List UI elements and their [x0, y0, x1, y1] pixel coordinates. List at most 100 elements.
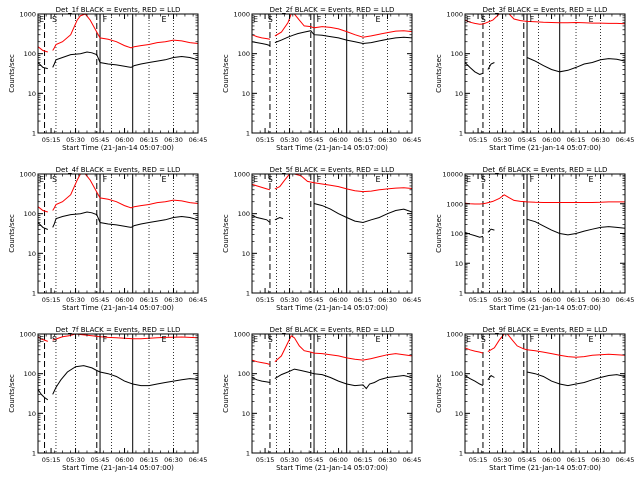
y-axis-label: Counts/sec	[8, 374, 16, 413]
x-tick-label: 05:45	[518, 296, 537, 304]
x-tick-label: 05:30	[493, 136, 512, 144]
series-line-events	[464, 218, 626, 238]
x-axis-label: Start Time (21-Jan-14 05:07:00)	[62, 304, 174, 312]
region-label: S	[268, 335, 273, 344]
y-axis-label: Counts/sec	[222, 54, 230, 93]
x-axis-label: Start Time (21-Jan-14 05:07:00)	[62, 464, 174, 472]
y-tick-label: 100	[238, 370, 250, 378]
x-tick-label: 05:30	[493, 456, 512, 464]
y-tick-label: 10	[242, 90, 250, 98]
x-tick-label: 05:45	[305, 136, 324, 144]
y-axis-label: Counts/sec	[8, 214, 16, 253]
y-tick-label: 1	[246, 130, 250, 138]
x-tick-label: 06:45	[616, 456, 635, 464]
chart-title: Det_2f BLACK = Events, RED = LLD	[270, 6, 395, 14]
chart-panel: 1 10 100 1000 05:15 05:30 05:45 06:00 06:15 06:30…	[222, 166, 421, 312]
x-tick-label: 05:30	[66, 136, 85, 144]
region-label: E	[161, 15, 166, 24]
region-label: S	[268, 175, 273, 184]
y-tick-label: 10	[455, 260, 463, 268]
x-axis-label: Start Time (21-Jan-14 05:07:00)	[489, 144, 601, 152]
x-tick-label: 06:15	[140, 456, 159, 464]
y-tick-label: 1000	[233, 171, 250, 179]
y-tick-label: 1	[459, 290, 463, 298]
series-line-events	[37, 365, 199, 401]
x-tick-label: 06:30	[164, 456, 183, 464]
y-tick-label: 100	[451, 370, 463, 378]
x-tick-label: 06:45	[403, 136, 422, 144]
region-label: E	[466, 335, 471, 344]
y-tick-label: 100	[451, 50, 463, 58]
x-tick-label: 06:00	[329, 296, 348, 304]
x-tick-label: 06:00	[115, 136, 134, 144]
region-label: S	[481, 335, 486, 344]
x-tick-label: 05:45	[91, 456, 110, 464]
region-label: S	[481, 175, 486, 184]
x-tick-label: 06:00	[329, 456, 348, 464]
y-axis-label: Counts/sec	[222, 374, 230, 413]
x-tick-label: 06:15	[567, 296, 586, 304]
series-line-events	[251, 30, 413, 47]
plot-frame	[251, 173, 413, 294]
x-tick-label: 06:30	[378, 296, 397, 304]
y-tick-label: 10	[28, 250, 36, 258]
y-tick-label: 1	[246, 290, 250, 298]
x-tick-label: 06:30	[164, 296, 183, 304]
y-tick-label: 100	[451, 230, 463, 238]
region-label: S	[52, 335, 57, 344]
region-label: F	[530, 15, 535, 24]
x-tick-label: 06:15	[354, 296, 373, 304]
y-tick-label: 100	[24, 370, 36, 378]
region-label: E	[588, 175, 593, 184]
x-tick-label: 06:15	[354, 136, 373, 144]
x-tick-label: 06:00	[542, 296, 561, 304]
x-tick-label: 05:45	[91, 296, 110, 304]
x-tick-label: 06:15	[140, 296, 159, 304]
x-tick-label: 06:00	[115, 296, 134, 304]
region-label: E	[161, 175, 166, 184]
y-tick-label: 1	[32, 450, 36, 458]
plot-frame	[37, 13, 199, 134]
region-label: S	[481, 15, 486, 24]
y-tick-label: 1000	[446, 331, 463, 339]
x-tick-label: 06:00	[115, 456, 134, 464]
plot-frame	[464, 13, 626, 134]
chart-panel: 1 10 100 1000 05:15 05:30 05:45 06:00 06:15 06:30…	[8, 166, 207, 312]
region-label: E	[375, 175, 380, 184]
region-label: F	[317, 175, 322, 184]
series-line-events	[464, 57, 626, 75]
x-tick-label: 06:45	[189, 456, 208, 464]
y-tick-label: 1000	[19, 11, 36, 19]
chart-panel: 1 10 100 1000 05:15 05:30 05:45 06:00 06:15 06:30…	[8, 326, 207, 472]
region-label: F	[103, 175, 108, 184]
y-tick-label: 1000	[446, 11, 463, 19]
y-tick-label: 10	[28, 410, 36, 418]
x-tick-label: 06:00	[542, 136, 561, 144]
y-tick-label: 1000	[19, 331, 36, 339]
series-line-lld	[37, 13, 199, 53]
y-tick-label: 100	[24, 50, 36, 58]
chart-title: Det_3f BLACK = Events, RED = LLD	[483, 6, 608, 14]
series-line-lld	[464, 194, 625, 205]
x-tick-label: 05:15	[469, 296, 488, 304]
y-tick-label: 10	[28, 90, 36, 98]
region-label: E	[253, 175, 258, 184]
x-tick-label: 06:15	[567, 456, 586, 464]
y-tick-label: 1	[32, 130, 36, 138]
y-tick-label: 10000	[442, 171, 463, 179]
y-tick-label: 1000	[19, 171, 36, 179]
x-tick-label: 05:30	[493, 296, 512, 304]
x-tick-label: 06:30	[591, 136, 610, 144]
plot-frame	[464, 173, 626, 294]
y-axis-label: Counts/sec	[435, 374, 443, 413]
y-tick-label: 1000	[233, 11, 250, 19]
x-axis-label: Start Time (21-Jan-14 05:07:00)	[276, 304, 388, 312]
y-tick-label: 1	[459, 450, 463, 458]
chart-title: Det_4f BLACK = Events, RED = LLD	[56, 166, 181, 174]
y-tick-label: 1000	[233, 331, 250, 339]
x-tick-label: 05:15	[42, 136, 61, 144]
x-tick-label: 05:45	[518, 136, 537, 144]
x-tick-label: 06:45	[616, 136, 635, 144]
region-label: F	[103, 335, 108, 344]
